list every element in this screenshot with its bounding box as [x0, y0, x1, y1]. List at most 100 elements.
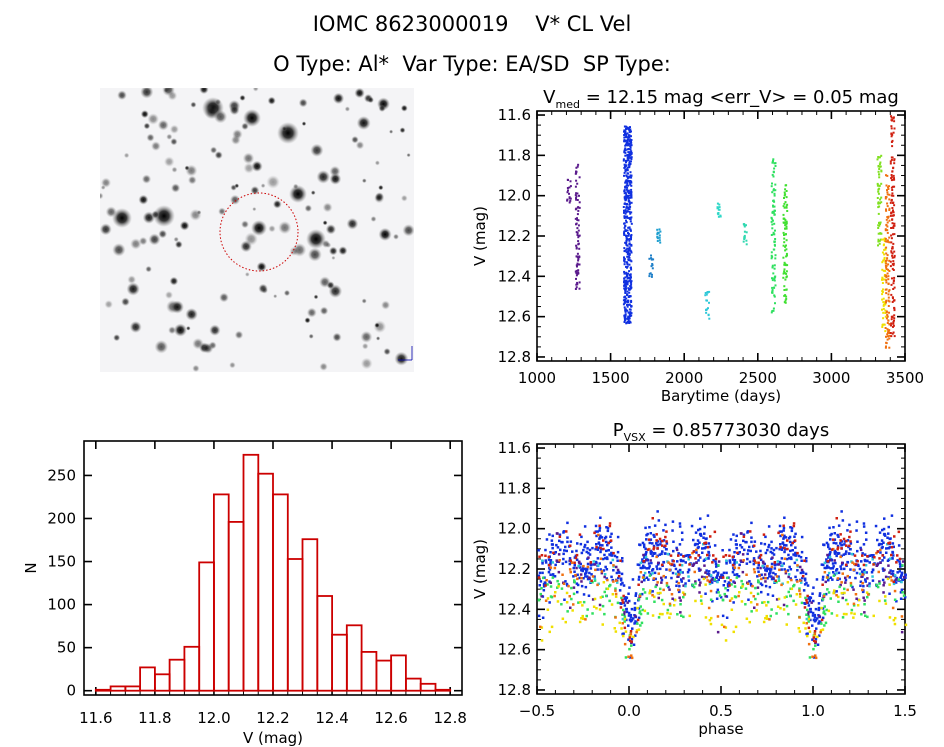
- phase-point: [682, 584, 685, 587]
- lc-point: [708, 317, 711, 320]
- star: [153, 205, 175, 227]
- phase-point: [864, 559, 867, 563]
- phase-point: [616, 568, 620, 572]
- lc-point: [626, 166, 629, 169]
- lc-point: [877, 238, 880, 241]
- star: [169, 276, 179, 286]
- lc-point: [886, 191, 889, 194]
- phase-point: [752, 557, 756, 560]
- phase-point: [581, 569, 584, 573]
- star: [166, 133, 173, 140]
- lc-point: [628, 131, 631, 134]
- phase-point: [890, 572, 893, 575]
- phase-point: [608, 599, 611, 603]
- phase-point: [540, 639, 544, 642]
- phase-point: [806, 632, 809, 635]
- lc-point: [880, 182, 883, 185]
- lc-point: [650, 257, 653, 260]
- phase-point: [722, 584, 725, 587]
- lc-point: [785, 288, 788, 291]
- lc-point: [624, 151, 627, 154]
- lc-point: [892, 194, 895, 197]
- star: [214, 98, 222, 106]
- phase-point: [764, 580, 767, 583]
- lc-point: [577, 163, 580, 166]
- lc-point: [884, 269, 887, 272]
- phase-point: [876, 550, 879, 553]
- phase-point: [900, 574, 903, 577]
- phase-point: [830, 532, 833, 536]
- lc-point: [623, 287, 626, 290]
- phase-point: [620, 572, 624, 576]
- phase-point: [674, 598, 677, 602]
- lc-point: [743, 225, 746, 228]
- lc-point: [772, 309, 775, 312]
- lc-point: [891, 214, 894, 217]
- phase-point: [583, 545, 586, 549]
- phase-point: [798, 630, 802, 633]
- phase-point: [892, 618, 896, 622]
- lc-point: [630, 184, 633, 187]
- phase-point: [716, 588, 720, 592]
- lc-point: [891, 254, 894, 257]
- phase-point: [540, 626, 544, 629]
- phase-point: [757, 570, 760, 573]
- phase-point: [642, 574, 646, 577]
- phase-point: [840, 510, 843, 513]
- phase-point: [651, 542, 654, 545]
- phase-point: [864, 531, 868, 534]
- lc-point: [891, 207, 894, 209]
- lc-point: [628, 199, 630, 202]
- phase-point: [859, 580, 863, 583]
- lc-point: [627, 180, 630, 183]
- lc-point: [576, 265, 578, 268]
- lc-point: [893, 177, 895, 180]
- phase-point: [694, 580, 697, 583]
- phase-point: [678, 584, 681, 588]
- phase-point: [649, 559, 652, 562]
- phase-point: [904, 576, 907, 579]
- phase-point: [540, 554, 544, 557]
- phase-point: [822, 594, 826, 598]
- lc-point: [887, 186, 889, 189]
- phase-point: [679, 603, 682, 606]
- phase-point: [549, 561, 552, 564]
- hist-bar: [153, 673, 171, 692]
- phase-point: [630, 640, 633, 643]
- phase-point: [538, 584, 541, 587]
- lc-point: [886, 254, 889, 257]
- phase-point: [614, 616, 617, 619]
- phase-point: [579, 542, 583, 546]
- phase-point: [665, 584, 669, 587]
- phase-point: [715, 591, 719, 594]
- phase-point: [723, 580, 727, 583]
- phase-point: [757, 564, 760, 567]
- lc-point: [892, 325, 894, 328]
- lc-point: [569, 180, 572, 183]
- phase-point: [759, 549, 762, 553]
- phase-point: [688, 563, 691, 566]
- phase-point: [649, 552, 653, 555]
- phase-point: [824, 621, 828, 625]
- phase-point: [812, 599, 815, 603]
- phase-point: [636, 618, 640, 622]
- lc-point: [628, 320, 631, 323]
- phase-point: [814, 654, 817, 657]
- phase-point: [777, 531, 780, 535]
- phase-point: [688, 554, 691, 557]
- phase-point: [787, 573, 791, 576]
- star: [319, 306, 329, 316]
- lc-ylabel: V (mag): [471, 206, 489, 266]
- phase-point: [721, 614, 725, 618]
- phase-point: [833, 532, 836, 535]
- phase-point: [565, 549, 568, 553]
- lc-point: [576, 199, 579, 201]
- lc-point: [625, 179, 628, 182]
- lc-point: [622, 206, 625, 208]
- phase-point: [570, 586, 573, 590]
- phase-point: [637, 578, 641, 581]
- phase-point: [756, 586, 760, 589]
- phase-point: [891, 557, 894, 560]
- phase-point: [628, 647, 631, 651]
- lc-point: [784, 193, 787, 196]
